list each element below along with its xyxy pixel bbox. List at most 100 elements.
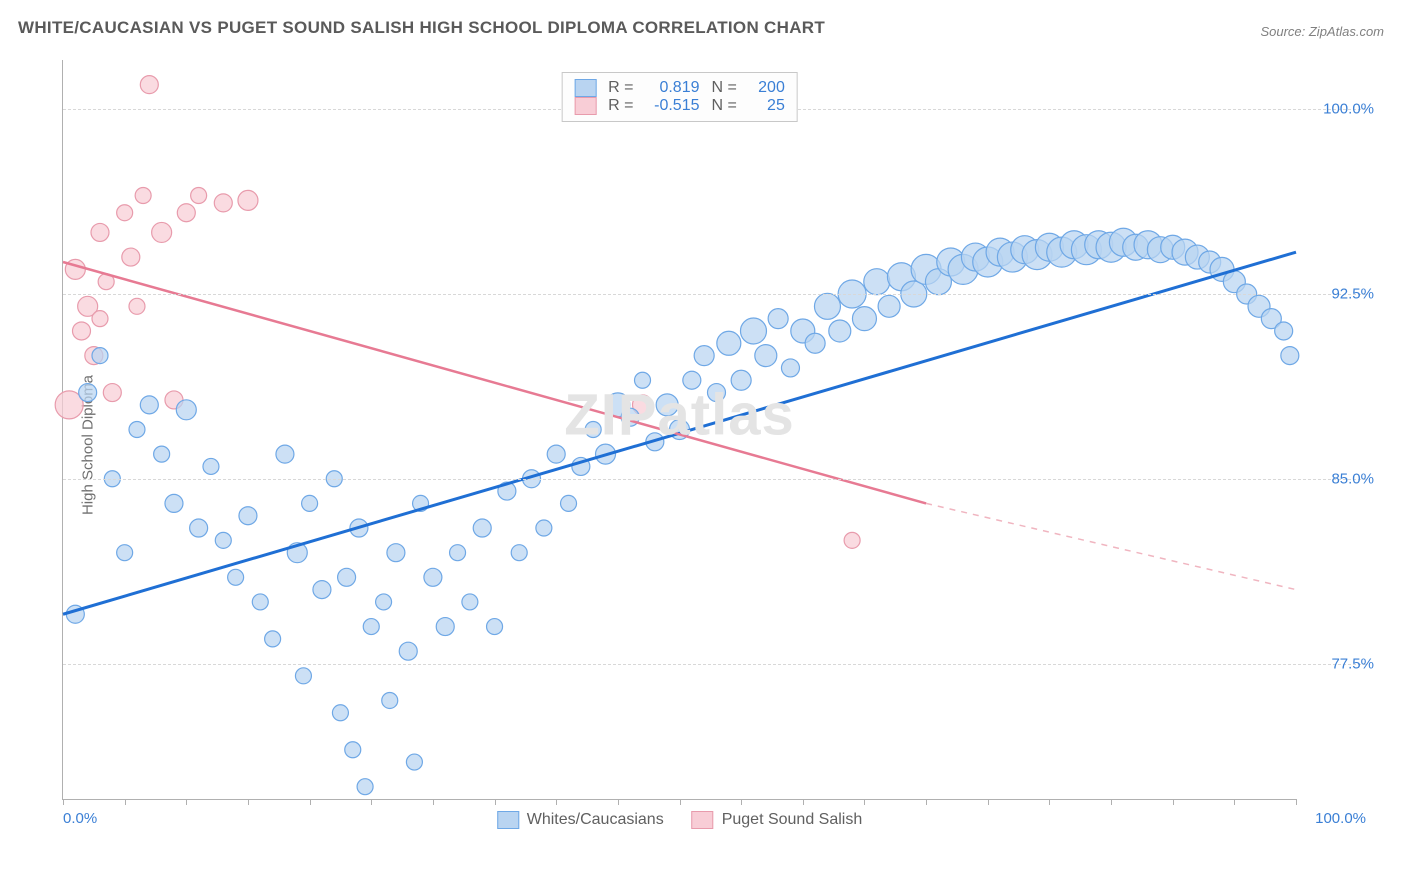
data-point <box>717 331 741 355</box>
x-minor-tick <box>433 799 434 805</box>
swatch-blue <box>574 79 596 97</box>
swatch-blue <box>497 811 519 829</box>
data-point <box>814 293 840 319</box>
x-minor-tick <box>618 799 619 805</box>
legend-n-label: N = <box>712 97 737 115</box>
regression-line-pink-dashed <box>926 503 1296 589</box>
legend-r-value-pink: -0.515 <box>644 97 700 115</box>
data-point <box>140 396 158 414</box>
x-minor-tick <box>1173 799 1174 805</box>
data-point <box>265 631 281 647</box>
x-minor-tick <box>186 799 187 805</box>
x-minor-tick <box>803 799 804 805</box>
data-point <box>92 311 108 327</box>
data-point <box>462 594 478 610</box>
legend-n-value-pink: 25 <box>747 97 785 115</box>
data-point <box>313 581 331 599</box>
data-point <box>129 422 145 438</box>
x-minor-tick <box>1234 799 1235 805</box>
data-point <box>406 754 422 770</box>
data-point <box>203 458 219 474</box>
legend-n-label: N = <box>712 79 737 97</box>
data-point <box>436 618 454 636</box>
x-minor-tick <box>248 799 249 805</box>
y-tick: 92.5% <box>1331 286 1374 303</box>
legend-n-value-blue: 200 <box>747 79 785 97</box>
data-point <box>1275 322 1293 340</box>
data-point <box>450 545 466 561</box>
data-point <box>829 320 851 342</box>
plot-area: ZIPatlas R = 0.819 N = 200 R = -0.515 N … <box>62 60 1296 800</box>
data-point <box>707 384 725 402</box>
data-point <box>165 494 183 512</box>
data-point <box>122 248 140 266</box>
x-minor-tick <box>310 799 311 805</box>
x-minor-tick <box>63 799 64 805</box>
legend-r-value-blue: 0.819 <box>644 79 700 97</box>
data-point <box>487 619 503 635</box>
legend-row-blue: R = 0.819 N = 200 <box>574 79 785 97</box>
legend-row-pink: R = -0.515 N = 25 <box>574 97 785 115</box>
x-minor-tick <box>1296 799 1297 805</box>
data-point <box>252 594 268 610</box>
y-tick: 77.5% <box>1331 655 1374 672</box>
data-point <box>154 446 170 462</box>
data-point <box>805 333 825 353</box>
data-point <box>239 507 257 525</box>
x-minor-tick <box>741 799 742 805</box>
legend-r-label: R = <box>608 79 633 97</box>
data-point <box>238 190 258 210</box>
data-point <box>635 372 651 388</box>
data-point <box>332 705 348 721</box>
data-point <box>878 295 900 317</box>
swatch-pink <box>574 97 596 115</box>
gridline <box>63 294 1366 295</box>
x-minor-tick <box>864 799 865 805</box>
data-point <box>190 519 208 537</box>
x-minor-tick <box>371 799 372 805</box>
data-point <box>338 568 356 586</box>
chart-container: High School Diploma ZIPatlas R = 0.819 N… <box>50 50 1386 840</box>
data-point <box>135 187 151 203</box>
legend-r-label: R = <box>608 97 633 115</box>
data-point <box>91 223 109 241</box>
data-point <box>1281 347 1299 365</box>
data-point <box>140 76 158 94</box>
data-point <box>755 345 777 367</box>
legend-label-pink: Puget Sound Salish <box>722 811 863 829</box>
data-point <box>740 318 766 344</box>
data-point <box>117 205 133 221</box>
x-minor-tick <box>125 799 126 805</box>
data-point <box>103 384 121 402</box>
data-point <box>694 346 714 366</box>
data-point <box>363 619 379 635</box>
x-minor-tick <box>1111 799 1112 805</box>
legend-item-pink: Puget Sound Salish <box>692 811 863 829</box>
data-point <box>683 371 701 389</box>
data-point <box>399 642 417 660</box>
data-point <box>117 545 133 561</box>
data-point <box>191 187 207 203</box>
data-point <box>129 298 145 314</box>
data-point <box>536 520 552 536</box>
data-point <box>357 779 373 795</box>
x-minor-tick <box>680 799 681 805</box>
data-point <box>92 348 108 364</box>
data-point <box>276 445 294 463</box>
data-point <box>473 519 491 537</box>
data-point <box>345 742 361 758</box>
data-point <box>295 668 311 684</box>
y-tick: 100.0% <box>1323 101 1374 118</box>
data-point <box>72 322 90 340</box>
data-point <box>176 400 196 420</box>
series-legend: Whites/Caucasians Puget Sound Salish <box>497 811 863 829</box>
correlation-legend: R = 0.819 N = 200 R = -0.515 N = 25 <box>561 72 798 122</box>
chart-title: WHITE/CAUCASIAN VS PUGET SOUND SALISH HI… <box>18 18 825 38</box>
x-minor-tick <box>1049 799 1050 805</box>
data-point <box>387 544 405 562</box>
gridline <box>63 479 1366 480</box>
data-point <box>79 384 97 402</box>
legend-label-blue: Whites/Caucasians <box>527 811 664 829</box>
data-point <box>852 307 876 331</box>
data-point <box>214 194 232 212</box>
